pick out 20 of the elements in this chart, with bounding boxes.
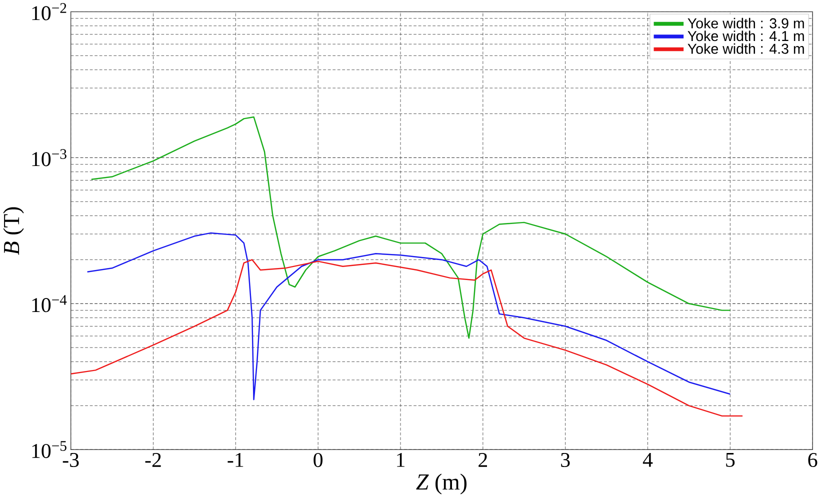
legend-label: Yoke width : 4.1 m xyxy=(688,30,804,42)
x-tick-label: 2 xyxy=(478,453,487,468)
x-axis-title: Z (m) xyxy=(416,474,466,495)
x-tick-label: 6 xyxy=(808,453,818,468)
line-series xyxy=(70,259,744,417)
y-tick-label: 10$^{−2}$ xyxy=(32,3,66,20)
legend-label: Yoke width : 4.3 m xyxy=(688,44,804,54)
x-tick-label: 5 xyxy=(726,453,735,468)
x-tick-label: 1 xyxy=(397,453,404,468)
x-tick-label: 3 xyxy=(561,453,570,468)
x-tick-label: 0 xyxy=(314,453,323,468)
legend-label: Yoke width : 3.9 m xyxy=(688,18,804,29)
x-tick-label: -2 xyxy=(145,453,161,468)
line-series xyxy=(90,116,731,340)
y-axis-title: B (T) xyxy=(3,207,24,256)
x-tick-label: 4 xyxy=(642,453,653,467)
y-tick-label: 10$^{−3}$ xyxy=(32,149,66,166)
x-tick-label: -1 xyxy=(228,453,244,468)
line-series xyxy=(86,232,731,400)
y-tick-label: 10$^{−4}$ xyxy=(32,295,67,312)
